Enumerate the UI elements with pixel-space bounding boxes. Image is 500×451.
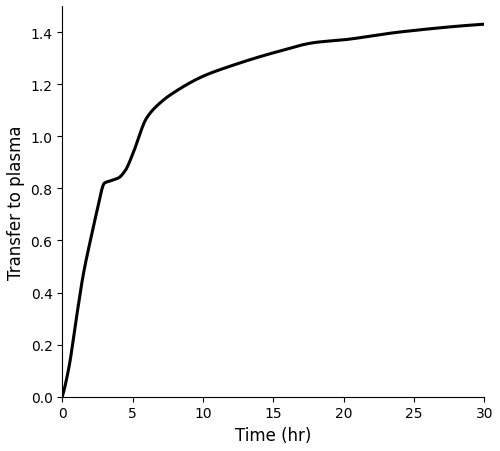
X-axis label: Time (hr): Time (hr) bbox=[235, 426, 312, 444]
Y-axis label: Transfer to plasma: Transfer to plasma bbox=[7, 125, 25, 279]
